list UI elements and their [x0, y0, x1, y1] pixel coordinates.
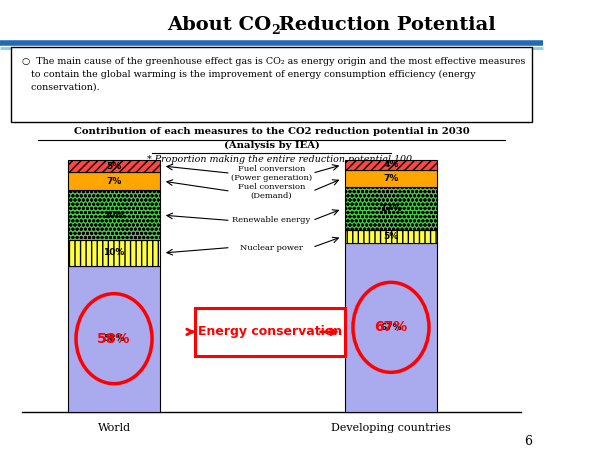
Text: (Analysis by IEA): (Analysis by IEA) — [224, 140, 319, 149]
Bar — [68, 160, 160, 172]
Text: 7%: 7% — [106, 177, 122, 186]
Text: conservation).: conservation). — [22, 82, 100, 91]
Text: Renewable energy: Renewable energy — [232, 216, 311, 225]
Bar — [345, 160, 437, 170]
FancyBboxPatch shape — [196, 308, 345, 356]
Text: 7%: 7% — [383, 174, 398, 183]
Text: Fuel conversion
(Power generation): Fuel conversion (Power generation) — [231, 165, 312, 182]
Text: 58%: 58% — [97, 332, 131, 346]
Text: 10%: 10% — [103, 248, 125, 257]
Text: 17%: 17% — [380, 204, 402, 213]
Bar — [68, 190, 160, 240]
Text: 5%: 5% — [106, 162, 122, 171]
Bar — [68, 172, 160, 190]
Bar — [68, 266, 160, 412]
Text: Nuclear power: Nuclear power — [240, 243, 303, 252]
Text: 2: 2 — [272, 24, 280, 37]
Text: to contain the global warming is the improvement of energy consumption efficienc: to contain the global warming is the imp… — [22, 70, 475, 79]
Text: 67%: 67% — [380, 323, 402, 332]
Text: 67%: 67% — [374, 320, 407, 334]
Text: Fuel conversion
(Demand): Fuel conversion (Demand) — [238, 183, 305, 200]
Bar — [345, 230, 437, 243]
Text: 5%: 5% — [383, 232, 398, 241]
Text: ○  The main cause of the greenhouse effect gas is CO₂ as energy origin and the m: ○ The main cause of the greenhouse effec… — [22, 57, 525, 66]
Bar — [345, 188, 437, 230]
Text: About CO: About CO — [167, 16, 272, 34]
Text: Developing countries: Developing countries — [331, 423, 451, 433]
Text: * Proportion making the entire reduction potential 100: * Proportion making the entire reduction… — [146, 155, 412, 164]
Text: 6: 6 — [524, 435, 532, 448]
Bar — [68, 240, 160, 266]
Text: World: World — [97, 423, 131, 433]
Text: Energy conservation: Energy conservation — [198, 325, 342, 338]
FancyBboxPatch shape — [11, 47, 532, 122]
Text: Reduction Potential: Reduction Potential — [272, 16, 495, 34]
Text: 20%: 20% — [103, 211, 125, 220]
Text: 4%: 4% — [383, 160, 398, 169]
Bar — [345, 170, 437, 188]
Bar — [345, 243, 437, 412]
Text: 58%: 58% — [103, 334, 125, 343]
Text: Contribution of each measures to the CO2 reduction potential in 2030: Contribution of each measures to the CO2… — [74, 127, 469, 136]
